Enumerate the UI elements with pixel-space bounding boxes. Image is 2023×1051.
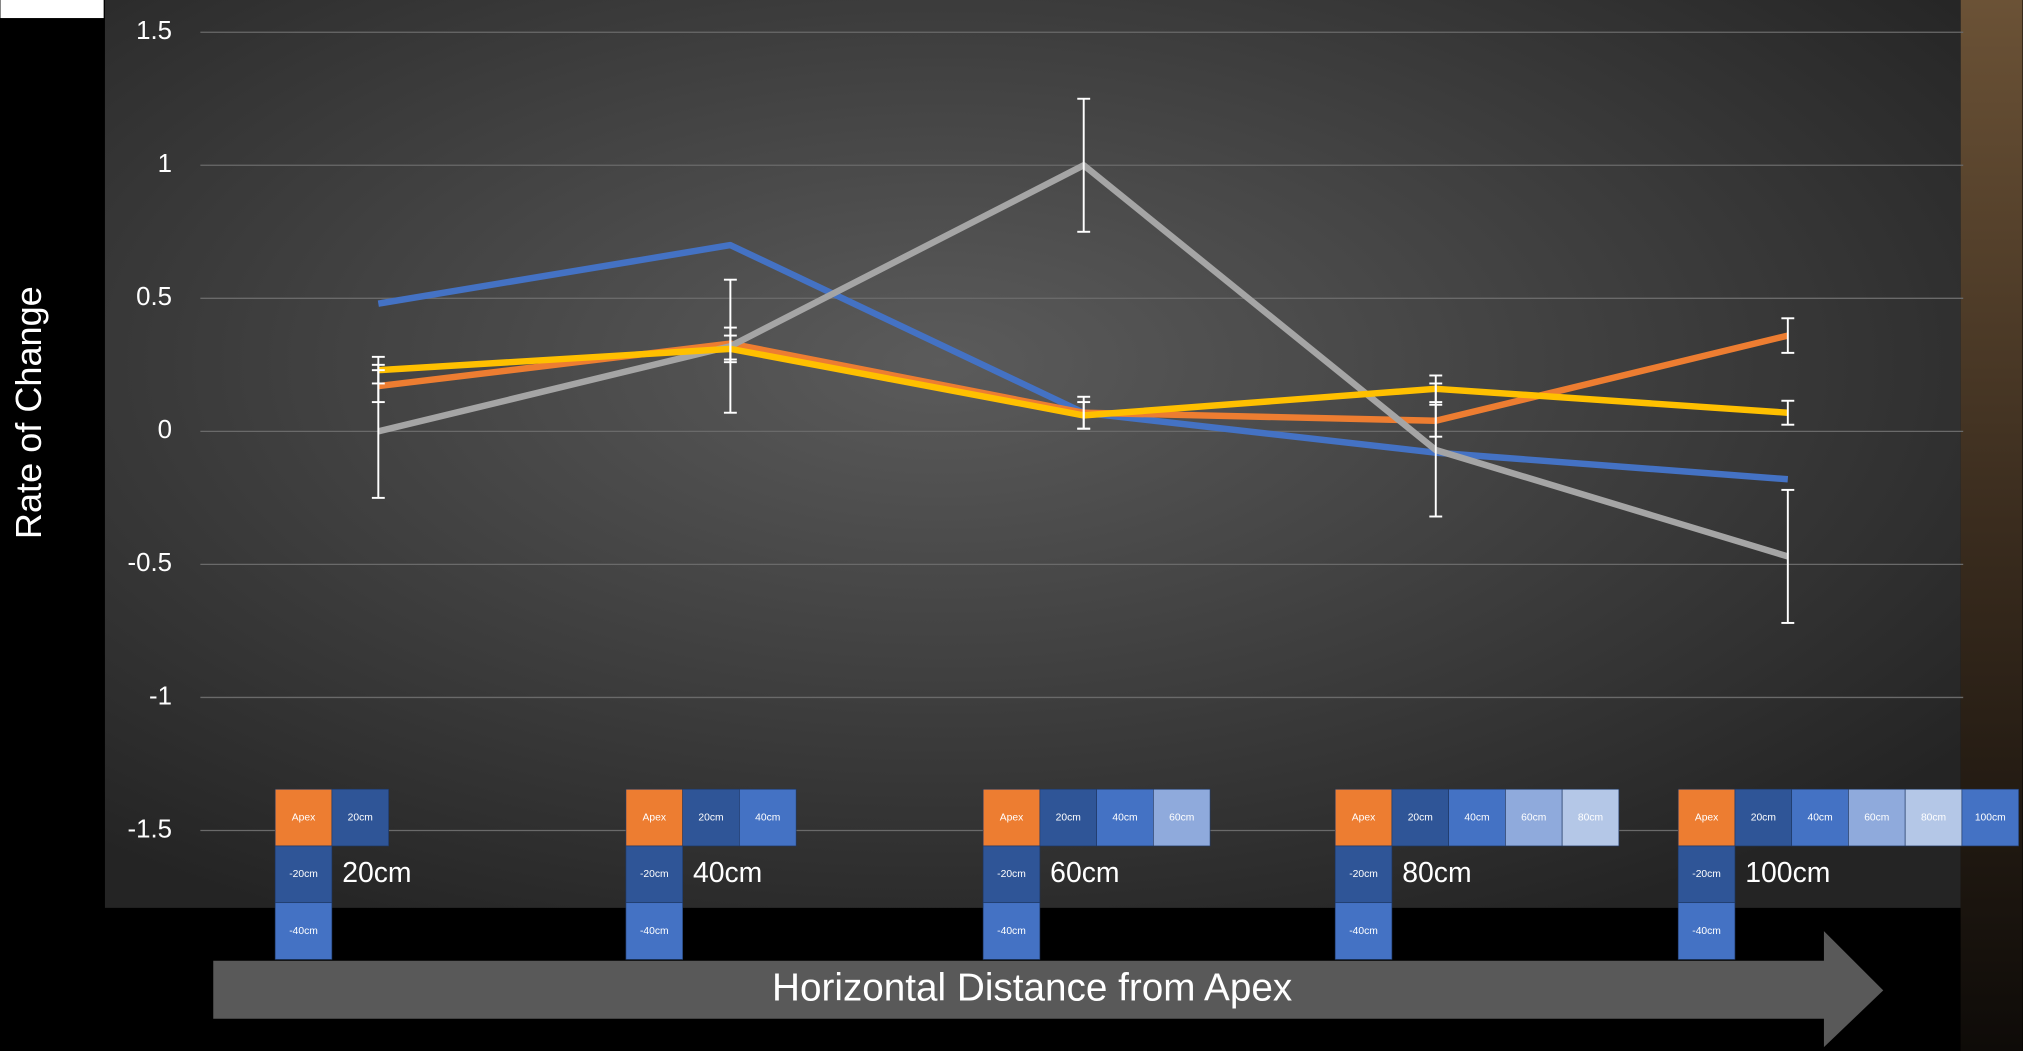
y-tick-label: 1.5	[136, 17, 172, 45]
grid-cell-label: Apex	[292, 812, 316, 823]
grid-cell-label: 20cm	[698, 812, 723, 823]
error-bar	[1077, 401, 1091, 430]
grid-cell	[1848, 788, 1906, 847]
grid-cell	[625, 788, 683, 847]
grid-cell-label: -20cm	[1692, 869, 1721, 880]
grid-cell	[274, 845, 333, 904]
grid-cell	[1677, 788, 1736, 847]
grid-cell	[739, 788, 797, 847]
grid-cell	[1039, 788, 1097, 847]
grid-cell-label: Apex	[643, 812, 667, 823]
grid-cell-label: -20cm	[640, 869, 669, 880]
grid-cell-label: 20cm	[1056, 812, 1081, 823]
grid-cell-label: 80cm	[1921, 812, 1946, 823]
grid-cell-label: 60cm	[1864, 812, 1889, 823]
grid-cell	[1448, 788, 1506, 847]
grid-cell-label: -40cm	[289, 926, 318, 937]
axis-arrow	[213, 931, 1884, 1048]
grid-cell	[1153, 788, 1211, 847]
y-tick-label: 0.5	[136, 283, 172, 311]
grid-cell	[1505, 788, 1563, 847]
error-bar	[1781, 317, 1795, 354]
x-tick-label: 80cm	[1402, 857, 1471, 889]
y-tick-label: 1	[158, 150, 172, 178]
grid-cell	[1561, 788, 1620, 847]
photo-strip	[1960, 0, 2023, 1051]
grid-cell-label: 40cm	[1464, 812, 1489, 823]
error-bar	[1077, 97, 1091, 233]
grid-cell	[1391, 788, 1449, 847]
grid-cell-label: 60cm	[1521, 812, 1546, 823]
grid-cell	[1334, 902, 1393, 960]
grid-cell-label: -20cm	[997, 869, 1026, 880]
grid-cell-label: -40cm	[1692, 926, 1721, 937]
x-axis-title: Horizontal Distance from Apex	[772, 967, 1292, 1010]
grid-cell	[1096, 788, 1154, 847]
grid-cell-label: Apex	[1000, 812, 1024, 823]
grid-cell	[982, 902, 1041, 960]
x-tick-label: 100cm	[1745, 857, 1830, 889]
grid-cell	[682, 788, 740, 847]
error-bar	[723, 334, 737, 364]
grid-cell	[625, 845, 683, 904]
x-tick-label: 40cm	[693, 857, 762, 889]
grid-cell-label: 100cm	[1975, 812, 2006, 823]
grid-cell-label: 60cm	[1169, 812, 1194, 823]
grid-cell-label: 20cm	[1751, 812, 1776, 823]
error-bar	[1781, 488, 1795, 624]
grid-cell	[1677, 902, 1736, 960]
error-bar	[1429, 374, 1443, 404]
y-tick-label: -1	[149, 682, 172, 710]
grid-cell-label: 20cm	[348, 812, 373, 823]
grid-cell	[1961, 788, 2019, 847]
corner-box	[0, 0, 104, 19]
y-tick-label: -0.5	[128, 549, 172, 577]
y-tick-label: 0	[158, 416, 172, 444]
grid-cell-label: -40cm	[997, 926, 1026, 937]
grid-cell-label: -40cm	[1349, 926, 1378, 937]
grid-cell-label: 40cm	[755, 812, 780, 823]
grid-cell	[274, 902, 333, 960]
grid-cell-label: 80cm	[1578, 812, 1603, 823]
grid-cell	[274, 788, 333, 847]
grid-cell	[982, 845, 1041, 904]
error-bar	[1781, 399, 1795, 426]
grid-cell-label: Apex	[1352, 812, 1376, 823]
y-axis-title: Rate of Change	[8, 286, 49, 539]
grid-cell-label: 20cm	[1408, 812, 1433, 823]
grid-cell	[1904, 788, 1963, 847]
grid-cell	[331, 788, 389, 847]
grid-cell	[625, 902, 683, 960]
grid-cell	[1334, 845, 1393, 904]
grid-cell-label: -20cm	[1349, 869, 1378, 880]
grid-cell	[1791, 788, 1849, 847]
grid-cell-label: -20cm	[289, 869, 318, 880]
plot-area	[104, 0, 1961, 908]
x-tick-label: 20cm	[342, 857, 411, 889]
grid-cell-label: 40cm	[1112, 812, 1137, 823]
grid-cell-label: Apex	[1695, 812, 1719, 823]
y-tick-label: -1.5	[128, 815, 172, 843]
x-tick-label: 60cm	[1050, 857, 1119, 889]
grid-cell-label: 40cm	[1807, 812, 1832, 823]
error-bar	[371, 355, 385, 385]
grid-cell-label: -40cm	[640, 926, 669, 937]
